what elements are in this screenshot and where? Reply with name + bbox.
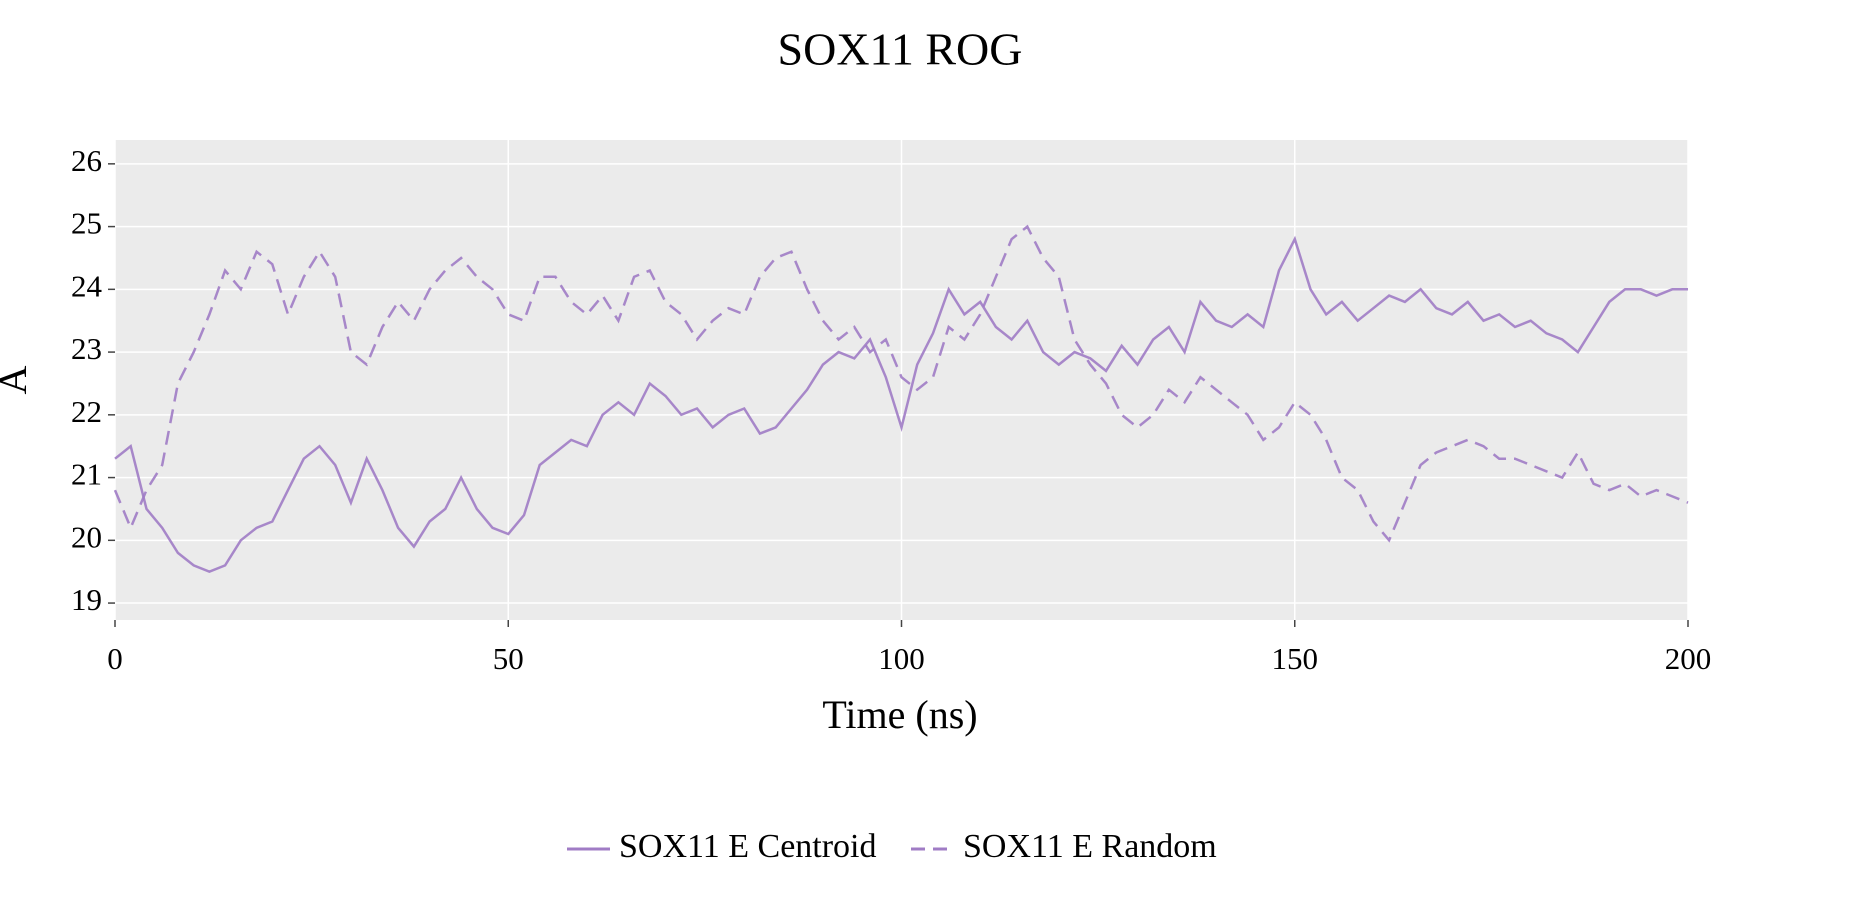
x-tick-label: 150: [1272, 641, 1319, 676]
x-axis-label: Time (ns): [822, 692, 977, 737]
chart-title: SOX11 ROG: [778, 24, 1023, 75]
y-tick-label: 19: [71, 582, 102, 617]
x-tick-label: 0: [107, 641, 123, 676]
legend-label: SOX11 E Centroid: [619, 828, 877, 865]
y-tick-label: 22: [71, 394, 102, 429]
y-tick-label: 25: [71, 206, 102, 241]
x-tick-label: 50: [493, 641, 524, 676]
x-tick-label: 200: [1665, 641, 1712, 676]
y-tick-label: 26: [71, 143, 102, 178]
legend-label: SOX11 E Random: [963, 828, 1217, 865]
x-tick-label: 100: [878, 641, 925, 676]
data-line: [113, 224, 1689, 543]
y-tick-label: 21: [71, 457, 102, 492]
data-line: [114, 235, 1688, 574]
y-axis-label: A: [0, 365, 35, 394]
y-tick-label: 23: [71, 331, 102, 366]
lines: [113, 224, 1689, 574]
y-tick-label: 24: [71, 268, 103, 303]
y-tick-label: 20: [71, 519, 102, 554]
legend: SOX11 E Centroid SOX11 E Random: [567, 828, 1217, 865]
